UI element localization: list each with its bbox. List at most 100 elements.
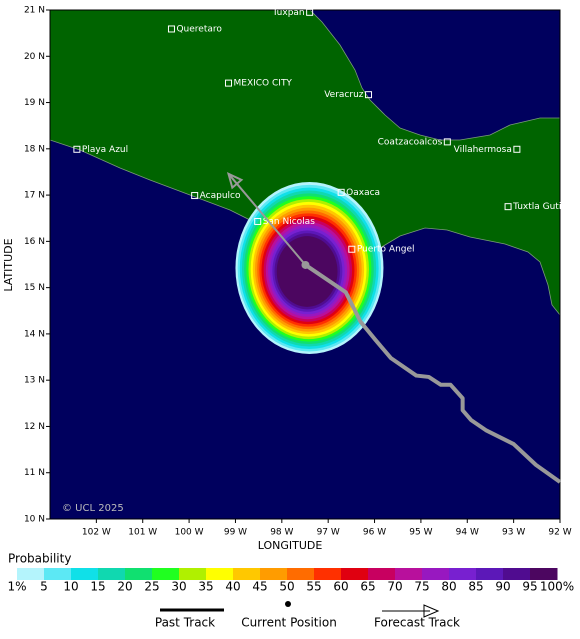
x-tick-label: 98 W <box>270 528 293 538</box>
y-tick-label: 20 N <box>24 52 45 62</box>
legend-forecast-arrow <box>423 604 440 618</box>
x-tick-label: 102 W <box>82 528 111 538</box>
city-label: Oaxaca <box>346 188 380 198</box>
legend-tick-label: 15 <box>90 580 105 594</box>
y-tick-label: 16 N <box>24 237 45 247</box>
legend-tick-label: 30 <box>171 580 186 594</box>
x-tick-label: 94 W <box>456 528 479 538</box>
legend-swatch <box>449 568 477 580</box>
legend-tick-label: 90 <box>495 580 510 594</box>
city-marker <box>73 145 81 153</box>
legend-swatch <box>44 568 72 580</box>
city-marker <box>191 192 199 200</box>
legend-tick-label: 50 <box>279 580 294 594</box>
legend-swatch <box>503 568 531 580</box>
city-label: Tuxpan <box>272 8 305 18</box>
y-tick-label: 10 N <box>24 515 45 525</box>
city-label: San Nicolas <box>263 217 315 227</box>
city-marker <box>365 91 373 99</box>
y-tick-label: 19 N <box>24 98 45 108</box>
x-tick-label: 101 W <box>128 528 157 538</box>
legend-swatch <box>152 568 180 580</box>
legend-label: Past Track <box>155 616 215 630</box>
legend-swatch <box>314 568 342 580</box>
legend-tick-label: 5 <box>40 580 48 594</box>
x-tick-label: 99 W <box>224 528 247 538</box>
legend-label: Current Position <box>241 616 337 630</box>
x-tick-label: 100 W <box>175 528 204 538</box>
legend-swatch <box>260 568 288 580</box>
legend-swatch <box>422 568 450 580</box>
x-tick-label: 96 W <box>363 528 386 538</box>
legend-swatch <box>179 568 207 580</box>
legend-tick-label: 55 <box>306 580 321 594</box>
city-marker <box>306 8 314 16</box>
y-tick-label: 11 N <box>24 468 45 478</box>
legend-swatch <box>341 568 369 580</box>
y-tick-label: 13 N <box>24 376 45 386</box>
city-marker <box>254 217 262 225</box>
city-label: Coatzacoalcos <box>378 137 443 147</box>
legend-swatch <box>476 568 504 580</box>
city-label: Queretaro <box>176 24 222 34</box>
x-tick-label: 92 W <box>548 528 571 538</box>
city-label: Tuxtla Gutierrez <box>512 202 580 212</box>
forecast-track <box>227 173 307 266</box>
city-marker <box>443 138 451 146</box>
land <box>49 9 561 317</box>
legend-tick-label: 40 <box>225 580 240 594</box>
city-label: Acapulco <box>200 191 241 201</box>
legend-tick-label: 80 <box>441 580 456 594</box>
legend-swatch <box>287 568 315 580</box>
legend-swatch <box>125 568 153 580</box>
legend-tick-label: 60 <box>333 580 348 594</box>
current-position <box>301 260 310 269</box>
city-label: MEXICO CITY <box>234 79 293 89</box>
legend-tick-label: 1% <box>7 580 26 594</box>
legend-tick-label: 35 <box>198 580 213 594</box>
legend-tick-label: 95 <box>522 580 537 594</box>
probability-band <box>276 236 338 307</box>
legend-tick-label: 25 <box>144 580 159 594</box>
city-marker <box>513 145 521 153</box>
credit: © UCL 2025 <box>62 503 124 514</box>
legend-tick-label: 10 <box>63 580 78 594</box>
legend-tick-label: 85 <box>468 580 483 594</box>
legend-swatch <box>395 568 423 580</box>
city-marker <box>225 79 232 87</box>
legend-tick-label: 45 <box>252 580 267 594</box>
legend-tick-label: 65 <box>360 580 375 594</box>
legend-swatch <box>368 568 396 580</box>
legend-tick-label: 20 <box>117 580 132 594</box>
y-tick-label: 12 N <box>24 422 45 432</box>
city-marker <box>167 25 175 33</box>
y-tick-label: 14 N <box>24 329 45 339</box>
y-tick-label: 17 N <box>24 191 45 201</box>
x-tick-label: 95 W <box>409 528 432 538</box>
city-marker <box>337 188 345 196</box>
legend-swatch <box>206 568 234 580</box>
legend-tick-label: 75 <box>414 580 429 594</box>
legend-current-dot <box>285 601 291 607</box>
city-label: Villahermosa <box>454 145 512 155</box>
city-label: Puerto Angel <box>357 245 415 255</box>
legend-swatch <box>98 568 126 580</box>
y-axis-title: LATITUDE <box>2 238 15 291</box>
city-marker <box>504 203 512 211</box>
legend-swatch <box>530 568 558 580</box>
legend-tick-label: 70 <box>387 580 402 594</box>
city-marker <box>348 245 356 253</box>
legend-tick-label: 100% <box>540 580 574 594</box>
legend-title: Probability <box>8 552 71 566</box>
y-tick-label: 21 N <box>24 6 45 16</box>
x-tick-label: 93 W <box>502 528 525 538</box>
x-axis-title: LONGITUDE <box>258 539 323 552</box>
plot-frame <box>49 9 561 520</box>
legend-swatch <box>71 568 99 580</box>
legend-label: Forecast Track <box>374 616 460 630</box>
y-tick-label: 18 N <box>24 144 45 154</box>
legend-swatch <box>233 568 261 580</box>
y-tick-label: 15 N <box>24 283 45 293</box>
past-track <box>304 263 562 484</box>
